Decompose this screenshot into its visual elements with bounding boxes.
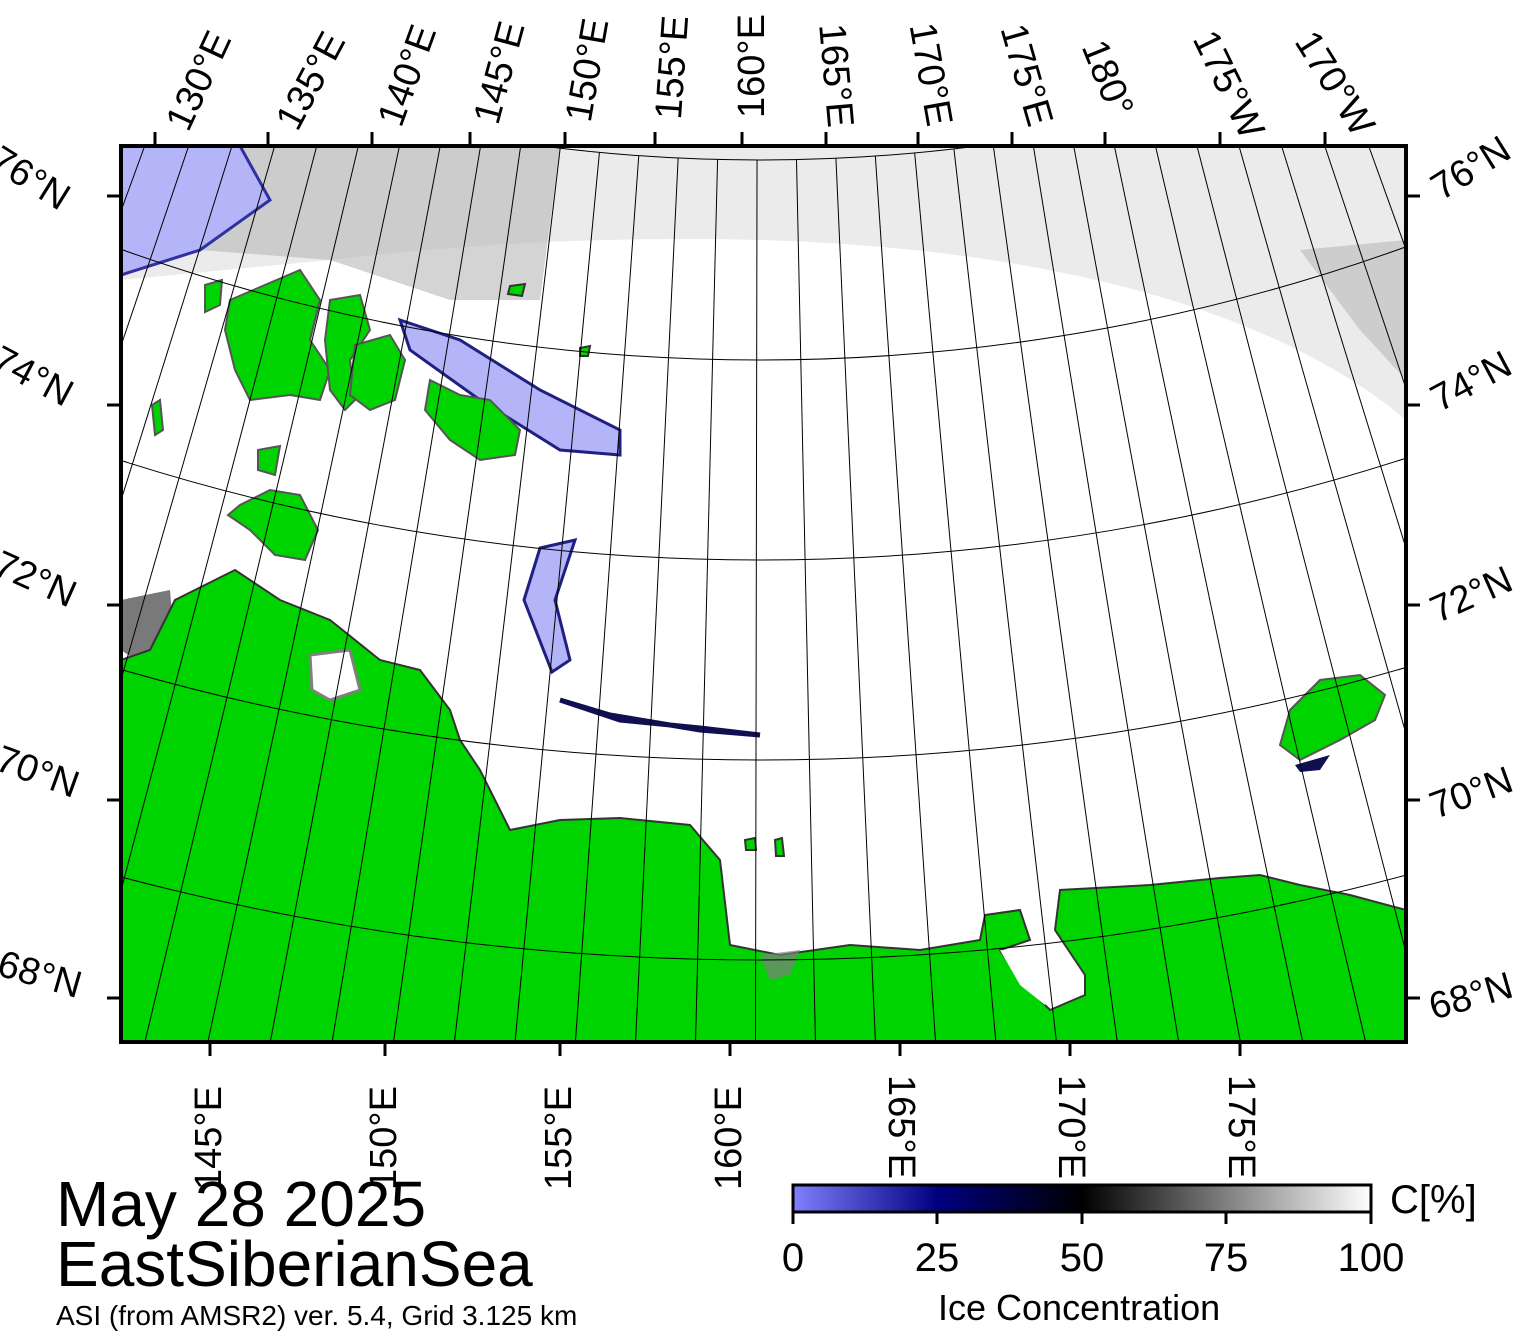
belkovsky-island: [204, 278, 224, 314]
wrangel-island: [1278, 673, 1387, 762]
low-ice-lagoon: [522, 537, 578, 675]
meridian-line: [1281, 146, 1406, 550]
top-lon-label-5: 155°E: [648, 14, 698, 121]
meridian-line: [269, 146, 441, 1042]
meridian-line: [874, 156, 937, 1042]
meridian-line: [392, 146, 522, 1042]
bear-island-2: [773, 836, 786, 857]
low-ice-northwest: [121, 146, 272, 277]
meridian-line: [1324, 146, 1406, 391]
dense-ice-region: [200, 146, 560, 300]
bottom-lon-label-5: 170°E: [1050, 1075, 1092, 1179]
chaun-bay: [1000, 950, 1060, 1005]
meridian-line: [1238, 146, 1406, 736]
colorbar-tick-0: 0: [781, 1236, 805, 1280]
meridian-line: [1196, 146, 1406, 955]
meridian-line: [1032, 146, 1180, 1042]
meridian-line: [953, 148, 1057, 1042]
kotelny-island: [223, 268, 332, 402]
bear-island-1: [743, 836, 758, 851]
graticule: [121, 0, 1527, 1042]
coastal-lagoon: [308, 648, 362, 702]
ice-patch-northeast: [1300, 240, 1406, 380]
meridian-line: [835, 158, 876, 1042]
meridian-line: [574, 155, 640, 1042]
kolyma-delta: [760, 950, 800, 980]
colorbar-tick-100: 100: [1337, 1236, 1405, 1280]
bottom-lon-label-2: 155°E: [538, 1086, 580, 1190]
map-region: EastSiberianSea: [56, 1228, 533, 1300]
meridian-line: [121, 146, 233, 502]
meridian-line: [1073, 146, 1241, 1042]
meridian-line: [1368, 146, 1406, 251]
colorbar-tick-75: 75: [1203, 1236, 1249, 1280]
meridian-line: [1154, 146, 1367, 1042]
product-info: ASI (from AMSR2) ver. 5.4, Grid 3.125 km: [56, 1300, 578, 1331]
bottom-lon-label-3: 160°E: [708, 1086, 750, 1190]
meridian-line: [1113, 146, 1304, 1042]
new-siberia-island: [423, 378, 522, 462]
colorbar-tick-50: 50: [1059, 1236, 1105, 1280]
bottom-lon-label-6: 175°E: [1220, 1075, 1262, 1179]
meridian-line: [695, 159, 719, 1042]
map-frame: [119, 144, 1408, 1044]
axis-ticks: [107, 132, 1420, 1056]
stolbovoy-island: [150, 398, 165, 437]
siberian-mainland: [121, 568, 1406, 1042]
meridian-line: [121, 146, 318, 893]
map-date: May 28 2025: [56, 1168, 427, 1240]
colorbar-tick-25: 25: [914, 1236, 960, 1280]
top-lon-label-6: 160°E: [731, 14, 773, 118]
meridian-line: [514, 152, 600, 1042]
meridian-line: [121, 146, 276, 682]
small-lyakhovsky-island: [257, 444, 282, 477]
meridian-line: [992, 146, 1118, 1042]
jeannette-island: [506, 282, 527, 298]
colorbar: [791, 1183, 1373, 1214]
colorbar-unit: C[%]: [1390, 1178, 1477, 1222]
colorbar-label: Ice Concentration: [938, 1287, 1221, 1328]
meridian-line: [207, 146, 400, 1042]
top-lon-label-7: 165°E: [810, 21, 862, 130]
meridian-line: [754, 159, 758, 1042]
low-ice-strip: [397, 317, 622, 457]
meridian-line: [453, 148, 561, 1042]
meridian-line: [795, 159, 816, 1042]
meridian-line: [635, 158, 679, 1042]
meridian-line: [331, 146, 482, 1042]
meridian-line: [121, 146, 190, 348]
meridian-line: [914, 152, 997, 1042]
henrietta-island: [579, 344, 592, 357]
meridian-line: [144, 146, 359, 1042]
meridian-line: [1519, 0, 1527, 876]
bottom-lon-label-4: 165°E: [880, 1075, 922, 1179]
bunge-land: [348, 333, 407, 412]
ice-edge-line: [559, 697, 761, 738]
wrangel-ice-edge: [1295, 755, 1330, 772]
colorbar-ticks: [791, 1212, 1373, 1224]
